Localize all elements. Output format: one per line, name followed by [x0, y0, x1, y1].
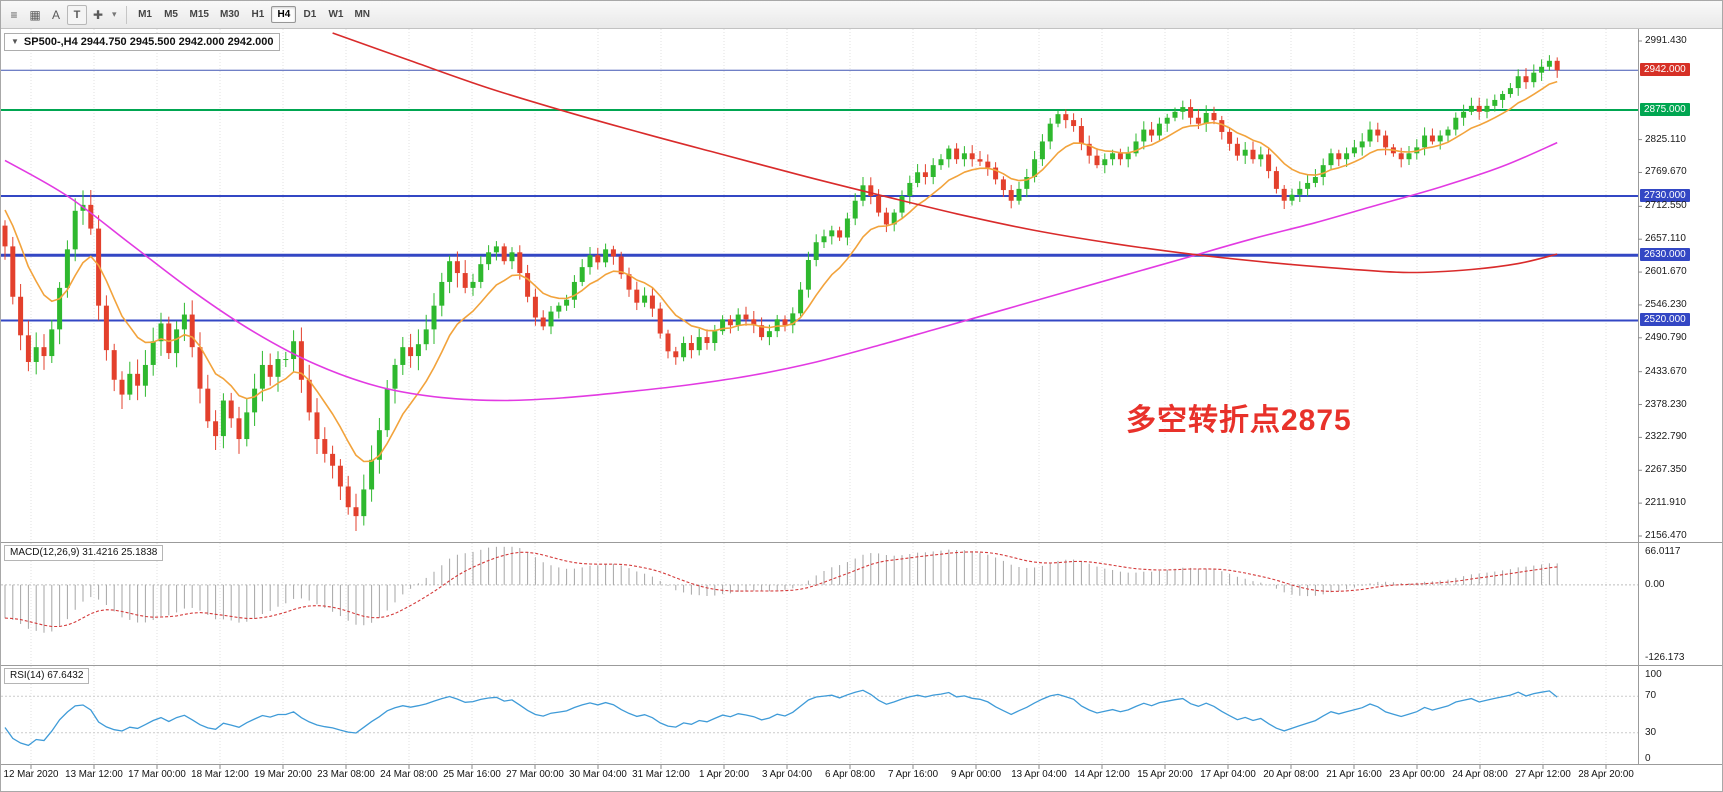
timeframe-button-group: M1 M5 M15 M30 H1 H4 D1 W1 MN — [133, 6, 375, 23]
toolbar-icon-group: ≡ ▦ A T ✚ ▾ — [4, 4, 120, 25]
template-icon[interactable]: T — [67, 4, 87, 25]
text-label-icon[interactable]: A — [51, 7, 60, 22]
chart-type-icon[interactable]: ▦ — [29, 7, 41, 22]
timeframe-button-w1[interactable]: W1 — [328, 9, 344, 20]
collapse-triangle-icon[interactable]: ▼ — [11, 37, 19, 46]
rsi-indicator-label: RSI(14) 67.6432 — [4, 668, 90, 684]
crosshair-icon[interactable]: ✚ — [92, 7, 104, 22]
timeframe-button-h4[interactable]: H4 — [271, 6, 297, 23]
menu-icon[interactable]: ≡ — [10, 7, 18, 22]
symbol-ohlc-text: SP500-,H4 2944.750 2945.500 2942.000 294… — [23, 36, 274, 48]
timeframe-button-d1[interactable]: D1 — [303, 9, 317, 20]
chart-annotation-text: 多空转折点2875 — [1126, 404, 1352, 437]
timeframe-button-mn[interactable]: MN — [354, 9, 370, 20]
toolbar: ≡ ▦ A T ✚ ▾ M1 M5 M15 M30 H1 H4 D1 W1 MN — [1, 1, 1722, 29]
macd-indicator-label: MACD(12,26,9) 31.4216 25.1838 — [4, 545, 164, 561]
price-chart-svg[interactable] — [1, 29, 1723, 792]
timeframe-button-m15[interactable]: M15 — [189, 9, 209, 20]
timeframe-button-m30[interactable]: M30 — [219, 9, 240, 20]
symbol-ohlc-box[interactable]: ▼ SP500-,H4 2944.750 2945.500 2942.000 2… — [4, 33, 281, 51]
toolbar-separator — [125, 5, 127, 24]
timeframe-button-m5[interactable]: M5 — [164, 9, 178, 20]
timeframe-button-h1[interactable]: H1 — [251, 9, 265, 20]
timeframe-button-m1[interactable]: M1 — [138, 9, 152, 20]
chart-canvas[interactable]: 2991.430 2942.000 2875.000 2825.110 2769.670… — [1, 29, 1723, 792]
dropdown-arrow-icon[interactable]: ▾ — [112, 9, 117, 19]
